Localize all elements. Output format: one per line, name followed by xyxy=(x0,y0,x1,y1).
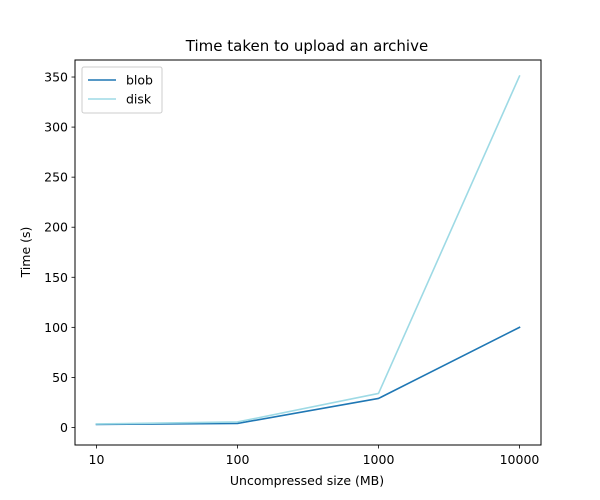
y-axis-label: Time (s) xyxy=(18,227,33,279)
x-tick-label: 100 xyxy=(226,452,250,467)
x-axis-label: Uncompressed size (MB) xyxy=(230,473,384,488)
legend-label-disk: disk xyxy=(126,92,152,107)
axes-frame xyxy=(74,59,542,446)
x-tick-label: 1000 xyxy=(363,452,395,467)
legend: blob disk xyxy=(81,66,163,114)
chart-title: Time taken to upload an archive xyxy=(185,37,428,55)
x-tick-label: 10 xyxy=(89,452,105,467)
y-tick-label: 200 xyxy=(44,220,68,235)
x-tick-label: 10000 xyxy=(500,452,540,467)
y-tick-label: 50 xyxy=(52,370,68,385)
series-line-disk xyxy=(95,74,521,425)
y-axis-ticks: 0 50 100 150 200 250 300 350 xyxy=(44,70,75,435)
legend-box xyxy=(81,66,163,114)
y-tick-label: 100 xyxy=(44,320,68,335)
y-tick-label: 350 xyxy=(44,70,68,85)
y-tick-label: 150 xyxy=(44,270,68,285)
legend-label-blob: blob xyxy=(126,73,153,88)
series-line-blob xyxy=(95,326,521,426)
y-tick-label: 250 xyxy=(44,170,68,185)
series-lines xyxy=(95,74,521,426)
y-tick-label: 0 xyxy=(60,420,68,435)
y-tick-label: 300 xyxy=(44,120,68,135)
x-axis-ticks: 10 100 1000 10000 xyxy=(89,445,540,467)
